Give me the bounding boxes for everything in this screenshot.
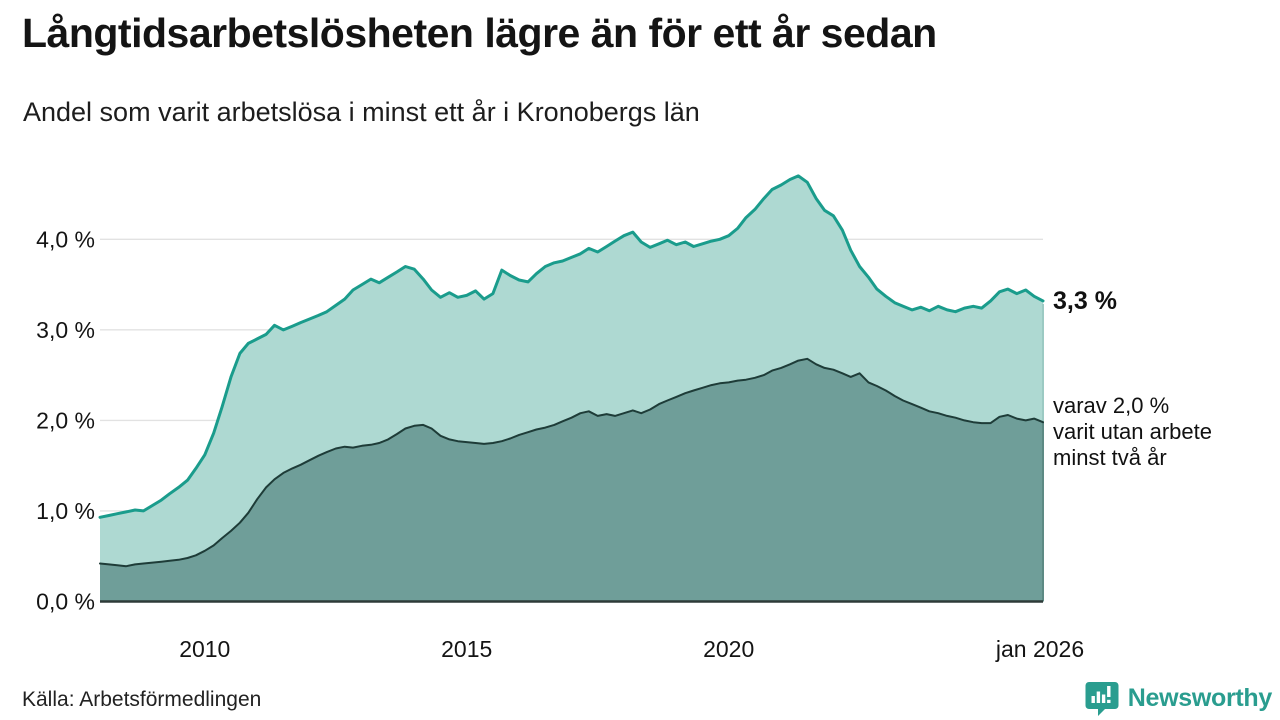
secondary-annotation: varav 2,0 % varit utan arbete minst två … bbox=[1053, 393, 1275, 471]
source-credit: Källa: Arbetsförmedlingen bbox=[22, 688, 262, 711]
brand-name: Newsworthy bbox=[1127, 683, 1273, 712]
chart-subtitle: Andel som varit arbetslösa i minst ett å… bbox=[23, 97, 700, 127]
x-axis-tick-label: 2010 bbox=[179, 636, 230, 662]
y-axis-tick-label: 1,0 % bbox=[36, 498, 95, 524]
x-axis-tick-label: 2015 bbox=[441, 636, 492, 662]
secondary-annotation-line: minst två år bbox=[1053, 445, 1167, 470]
page-title: Långtidsarbetslösheten lägre än för ett … bbox=[22, 10, 937, 56]
x-axis-tick-label: 2020 bbox=[703, 636, 754, 662]
x-axis-tick-label: jan 2026 bbox=[995, 636, 1084, 662]
end-value-annotation: 3,3 % bbox=[1053, 287, 1117, 315]
brand-logo: Newsworthy bbox=[1084, 680, 1272, 716]
y-axis-tick-label: 0,0 % bbox=[36, 589, 95, 615]
area-fill bbox=[100, 358, 1043, 602]
y-axis-tick-label: 4,0 % bbox=[36, 226, 95, 252]
secondary-annotation-line: varav 2,0 % bbox=[1053, 393, 1170, 418]
series-line bbox=[98, 174, 1045, 519]
y-axis-tick-label: 3,0 % bbox=[36, 317, 95, 343]
series-line bbox=[99, 357, 1044, 568]
secondary-annotation-line: varit utan arbete bbox=[1053, 419, 1212, 444]
newsworthy-chart-bubble-icon bbox=[1085, 682, 1119, 716]
y-axis-tick-label: 2,0 % bbox=[36, 407, 95, 433]
